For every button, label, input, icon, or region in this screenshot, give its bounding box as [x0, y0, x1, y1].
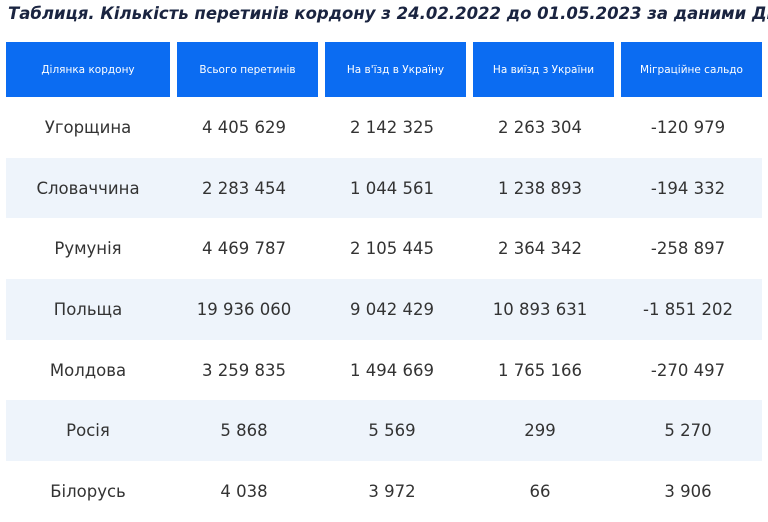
value-cell: 3 972 [368, 481, 416, 501]
country-cell: Словаччина [6, 157, 170, 219]
value-cell: -1 851 202 [614, 279, 762, 340]
header-cell: Міграційне сальдо [614, 42, 762, 97]
header-cell: На в'їзд в Україну [318, 42, 466, 97]
value-cell: 2 142 325 [350, 117, 434, 137]
country-cell: Росія [6, 400, 170, 462]
value-cell: -120 979 [650, 117, 726, 137]
table-row: Румунія 4 469 787 2 105 445 2 364 342 -258 8… [6, 218, 762, 279]
value-cell: 9 042 429 [318, 279, 466, 340]
value-cell: 5 868 [170, 400, 318, 462]
value-cell: 1 238 893 [466, 157, 614, 219]
value-cell: 4 405 629 [202, 117, 286, 137]
page: {"title": "Таблиця. Кількість перетинів … [6, 4, 768, 501]
header-cell: На виїзд з України [466, 42, 614, 97]
value-cell: 5 270 [614, 400, 762, 462]
value-cell: 4 469 787 [202, 239, 286, 259]
border-crossings-table: Ділянка кордону Всього перетинів На в'їзд … [6, 42, 762, 522]
value-cell: 10 893 631 [466, 279, 614, 340]
value-cell: 3 259 835 [202, 360, 286, 380]
country-cell: Румунія [54, 239, 122, 259]
table-row: Росія 5 868 5 569 299 5 270 [6, 400, 762, 462]
value-cell: 1 494 669 [350, 360, 434, 380]
value-cell: 2 105 445 [350, 239, 434, 259]
table-row: Білорусь 4 038 3 972 66 3 906 [6, 461, 762, 522]
table-row: Угорщина 4 405 629 2 142 325 2 263 304 -120 … [6, 97, 762, 158]
table-row: Польща 19 936 060 9 042 429 10 893 631 -1 85… [6, 279, 762, 340]
table-row: Молдова 3 259 835 1 494 669 1 765 166 -270 4… [6, 340, 762, 401]
country-cell: Польща [6, 279, 170, 340]
table-title: Таблиця. Кількість перетинів кордону з 2… [8, 4, 768, 23]
header-cell: Ділянка кордону [6, 42, 170, 97]
value-cell: 2 263 304 [498, 117, 582, 137]
value-cell: 299 [466, 400, 614, 462]
value-cell: 66 [529, 481, 551, 501]
value-cell: 1 044 561 [318, 157, 466, 219]
value-cell: 19 936 060 [170, 279, 318, 340]
header-row: Ділянка кордону Всього перетинів На в'їзд … [6, 42, 762, 97]
country-cell: Молдова [49, 360, 127, 380]
table-row: Словаччина 2 283 454 1 044 561 1 238 893 -19… [6, 157, 762, 219]
value-cell: 1 765 166 [498, 360, 582, 380]
table-body: Угорщина 4 405 629 2 142 325 2 263 304 -120 … [6, 97, 762, 522]
header-cell: Всього перетинів [170, 42, 318, 97]
country-cell: Угорщина [44, 117, 132, 137]
value-cell: -270 497 [650, 360, 726, 380]
value-cell: 2 283 454 [170, 157, 318, 219]
country-cell: Білорусь [50, 481, 126, 501]
value-cell: 4 038 [220, 481, 268, 501]
value-cell: 2 364 342 [498, 239, 582, 259]
value-cell: 3 906 [664, 481, 712, 501]
value-cell: -194 332 [614, 157, 762, 219]
value-cell: 5 569 [318, 400, 466, 462]
value-cell: -258 897 [650, 239, 726, 259]
